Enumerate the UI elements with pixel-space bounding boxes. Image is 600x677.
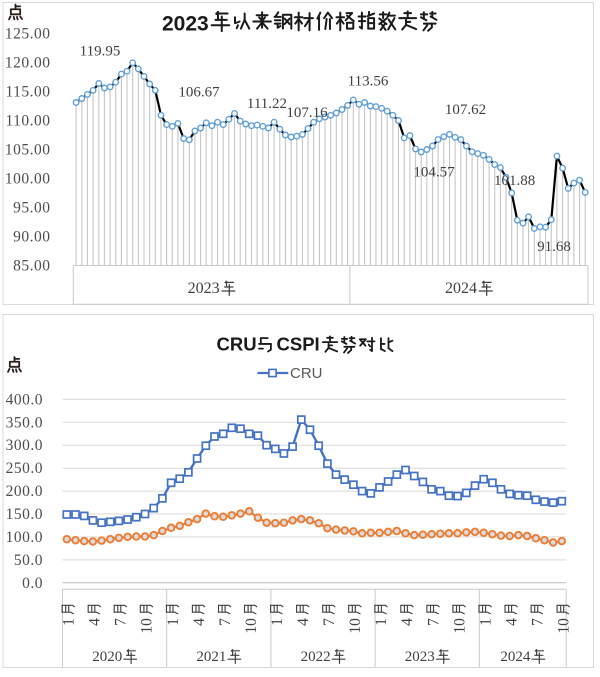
svg-text:101.88: 101.88	[494, 173, 535, 189]
svg-text:111.22: 111.22	[247, 96, 287, 112]
svg-text:1: 1	[165, 618, 182, 626]
svg-text:7: 7	[530, 618, 547, 626]
svg-text:2023: 2023	[188, 280, 220, 297]
svg-text:104.57: 104.57	[413, 165, 455, 181]
svg-text:CSPI: CSPI	[277, 334, 320, 355]
svg-text:4: 4	[503, 618, 520, 626]
svg-text:4: 4	[87, 618, 104, 626]
svg-text:4: 4	[191, 618, 208, 626]
svg-text:10: 10	[243, 618, 260, 634]
svg-text:100.00: 100.00	[5, 171, 51, 188]
svg-text:2024: 2024	[500, 649, 531, 665]
svg-text:50.0: 50.0	[14, 552, 43, 569]
svg-text:0.0: 0.0	[22, 575, 43, 592]
svg-text:2022: 2022	[301, 649, 331, 665]
svg-text:106.67: 106.67	[178, 85, 220, 101]
svg-text:1: 1	[373, 618, 390, 626]
svg-text:107.62: 107.62	[445, 102, 486, 118]
svg-text:1: 1	[477, 618, 494, 626]
svg-text:CRU: CRU	[290, 365, 323, 382]
svg-text:110.00: 110.00	[5, 113, 50, 130]
svg-text:125.00: 125.00	[5, 26, 51, 43]
svg-text:150.0: 150.0	[6, 506, 43, 523]
svg-text:10: 10	[451, 618, 468, 634]
svg-text:2023: 2023	[162, 13, 209, 36]
svg-text:200.0: 200.0	[6, 483, 43, 500]
svg-text:4: 4	[295, 618, 312, 626]
svg-text:2024: 2024	[445, 280, 477, 297]
svg-text:105.00: 105.00	[5, 142, 51, 159]
svg-text:91.68: 91.68	[537, 239, 571, 255]
svg-text:400.0: 400.0	[6, 391, 43, 408]
svg-text:10: 10	[347, 618, 364, 634]
svg-text:350.0: 350.0	[6, 414, 43, 431]
svg-text:100.0: 100.0	[6, 529, 43, 546]
svg-text:120.00: 120.00	[5, 55, 51, 72]
svg-text:2020: 2020	[92, 649, 122, 665]
svg-text:4: 4	[399, 618, 416, 626]
svg-text:107.16: 107.16	[286, 105, 328, 121]
svg-text:1: 1	[61, 618, 78, 626]
svg-text:85.00: 85.00	[13, 258, 50, 275]
svg-text:7: 7	[113, 618, 130, 626]
svg-text:95.00: 95.00	[13, 200, 50, 217]
svg-text:7: 7	[217, 618, 234, 626]
svg-text:115.00: 115.00	[5, 84, 50, 101]
svg-text:10: 10	[556, 618, 573, 634]
svg-text:10: 10	[139, 618, 156, 634]
svg-text:7: 7	[321, 618, 338, 626]
svg-text:300.0: 300.0	[6, 437, 43, 454]
svg-text:7: 7	[425, 618, 442, 626]
svg-text:2021: 2021	[196, 649, 226, 665]
svg-text:CRU: CRU	[217, 334, 257, 355]
svg-text:2023: 2023	[405, 649, 435, 665]
svg-text:113.56: 113.56	[348, 74, 389, 90]
svg-text:250.0: 250.0	[6, 460, 43, 477]
svg-text:90.00: 90.00	[13, 229, 50, 246]
svg-text:1: 1	[269, 618, 286, 626]
svg-text:119.95: 119.95	[80, 44, 121, 60]
